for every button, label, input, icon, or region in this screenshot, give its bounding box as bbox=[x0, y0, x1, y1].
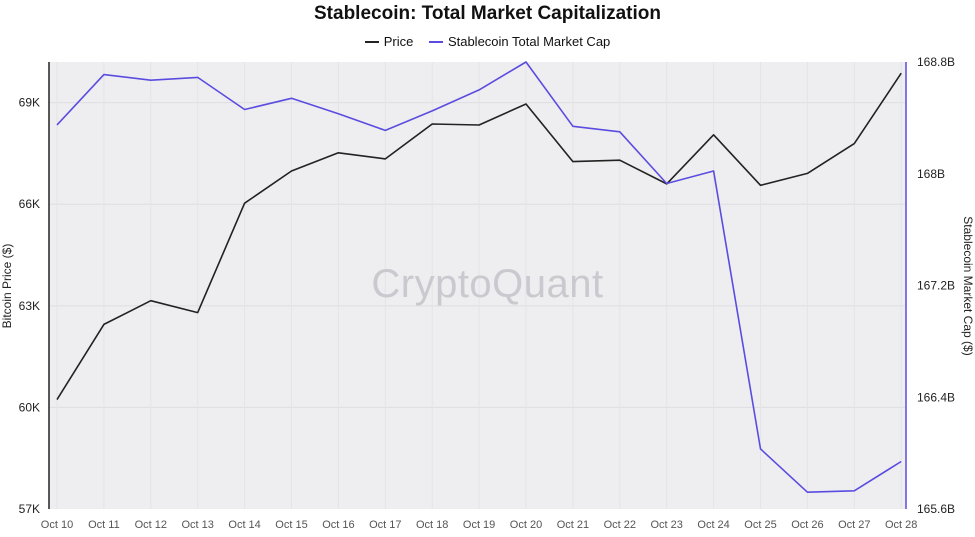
y-left-tick-label: 63K bbox=[19, 299, 40, 313]
x-tick-label: Oct 13 bbox=[181, 519, 213, 531]
y-left-tick-label: 66K bbox=[19, 197, 40, 211]
y-left-tick-label: 60K bbox=[19, 400, 40, 414]
y-right-tick-label: 168B bbox=[917, 167, 945, 181]
y-left-tick-label: 69K bbox=[19, 96, 40, 110]
legend-item-stablecoin[interactable]: Stablecoin Total Market Cap bbox=[428, 34, 611, 49]
x-tick-label: Oct 15 bbox=[275, 519, 307, 531]
legend: Price Stablecoin Total Market Cap bbox=[0, 34, 975, 49]
x-tick-label: Oct 18 bbox=[416, 519, 448, 531]
x-tick-label: Oct 22 bbox=[604, 519, 636, 531]
y-right-tick-label: 168.8B bbox=[917, 55, 955, 69]
x-tick-label: Oct 28 bbox=[885, 519, 917, 531]
legend-swatch-price bbox=[364, 40, 379, 43]
legend-swatch-stablecoin bbox=[428, 40, 443, 43]
watermark: CryptoQuant bbox=[371, 262, 604, 306]
x-tick-label: Oct 14 bbox=[228, 519, 260, 531]
x-tick-label: Oct 25 bbox=[744, 519, 776, 531]
y-left-axis-title: Bitcoin Price ($) bbox=[0, 244, 14, 329]
legend-label-stablecoin: Stablecoin Total Market Cap bbox=[447, 34, 611, 49]
x-tick-label: Oct 23 bbox=[650, 519, 682, 531]
x-tick-label: Oct 27 bbox=[838, 519, 870, 531]
y-right-tick-label: 165.6B bbox=[917, 502, 955, 516]
legend-label-price: Price bbox=[383, 34, 414, 49]
chart-title: Stablecoin: Total Market Capitalization bbox=[314, 3, 661, 24]
x-tick-label: Oct 21 bbox=[557, 519, 589, 531]
x-tick-label: Oct 20 bbox=[510, 519, 542, 531]
y-right-tick-label: 166.4B bbox=[917, 390, 955, 404]
series-line-stablecoin bbox=[56, 61, 902, 494]
x-tick-label: Oct 11 bbox=[88, 519, 120, 531]
plot-background bbox=[49, 62, 906, 509]
x-tick-label: Oct 10 bbox=[41, 519, 73, 531]
x-tick-label: Oct 17 bbox=[369, 519, 401, 531]
y-right-tick-label: 167.2B bbox=[917, 279, 955, 293]
x-tick-label: Oct 16 bbox=[322, 519, 354, 531]
x-tick-label: Oct 19 bbox=[463, 519, 495, 531]
series-line-price bbox=[56, 72, 902, 401]
x-tick-label: Oct 26 bbox=[791, 519, 823, 531]
x-tick-label: Oct 12 bbox=[135, 519, 167, 531]
x-tick-label: Oct 24 bbox=[697, 519, 729, 531]
y-left-tick-label: 57K bbox=[19, 502, 40, 516]
y-right-axis-title: Stablecoin Market Cap ($) bbox=[961, 216, 975, 355]
legend-item-price[interactable]: Price bbox=[364, 34, 414, 49]
